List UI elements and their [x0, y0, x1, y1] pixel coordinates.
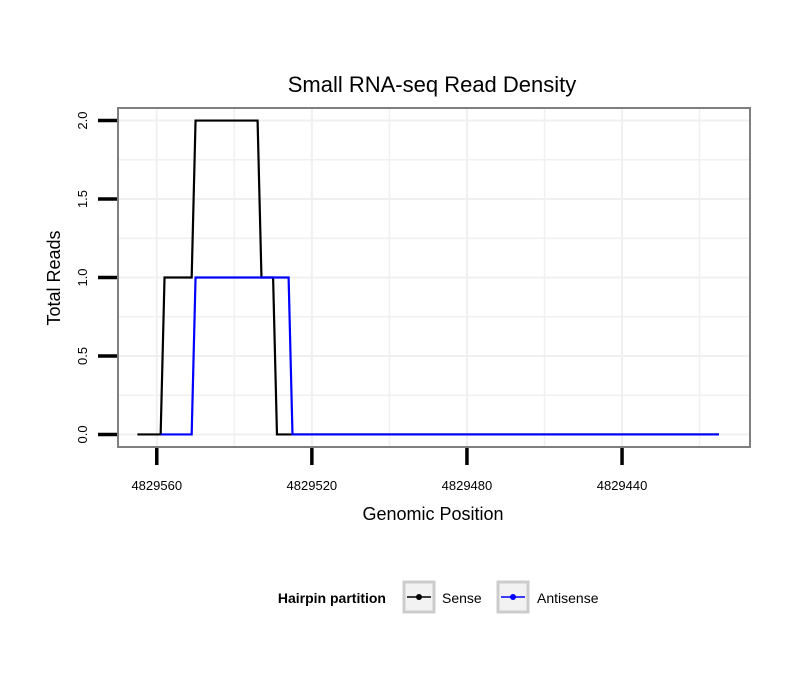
axis-tick-labels: 4829560 4829520 4829480 4829440 0.0 0.5 1.0 1.5…: [75, 112, 647, 493]
y-tick-label: 1.5: [75, 190, 90, 208]
chart-title: Small RNA-seq Read Density: [288, 72, 577, 97]
legend-item-antisense: Antisense: [496, 580, 599, 614]
grid-lines: [118, 108, 750, 447]
legend-key-point-antisense: [510, 594, 516, 600]
plot-panel-border: [117, 107, 751, 448]
legend-item-sense: Sense: [402, 580, 482, 614]
x-tick-label: 4829520: [287, 478, 338, 493]
legend-label-sense: Sense: [442, 590, 482, 606]
y-tick-label: 1.0: [75, 268, 90, 286]
y-tick-label: 0.5: [75, 347, 90, 365]
x-tick-label: 4829560: [131, 478, 182, 493]
x-axis-label: Genomic Position: [362, 504, 503, 524]
y-axis-label: Total Reads: [44, 230, 64, 325]
legend: Hairpin partition Sense Antisense: [278, 580, 599, 614]
series-line-sense: [137, 119, 719, 436]
y-tick-label: 0.0: [75, 425, 90, 443]
series-lines: [137, 119, 719, 436]
legend-key-point-sense: [416, 594, 422, 600]
y-tick-label: 2.0: [75, 112, 90, 130]
legend-title: Hairpin partition: [278, 590, 386, 606]
x-tick-label: 4829480: [442, 478, 493, 493]
axis-ticks: [98, 118, 624, 465]
x-tick-label: 4829440: [597, 478, 648, 493]
legend-label-antisense: Antisense: [537, 590, 599, 606]
series-line-antisense: [160, 276, 719, 436]
